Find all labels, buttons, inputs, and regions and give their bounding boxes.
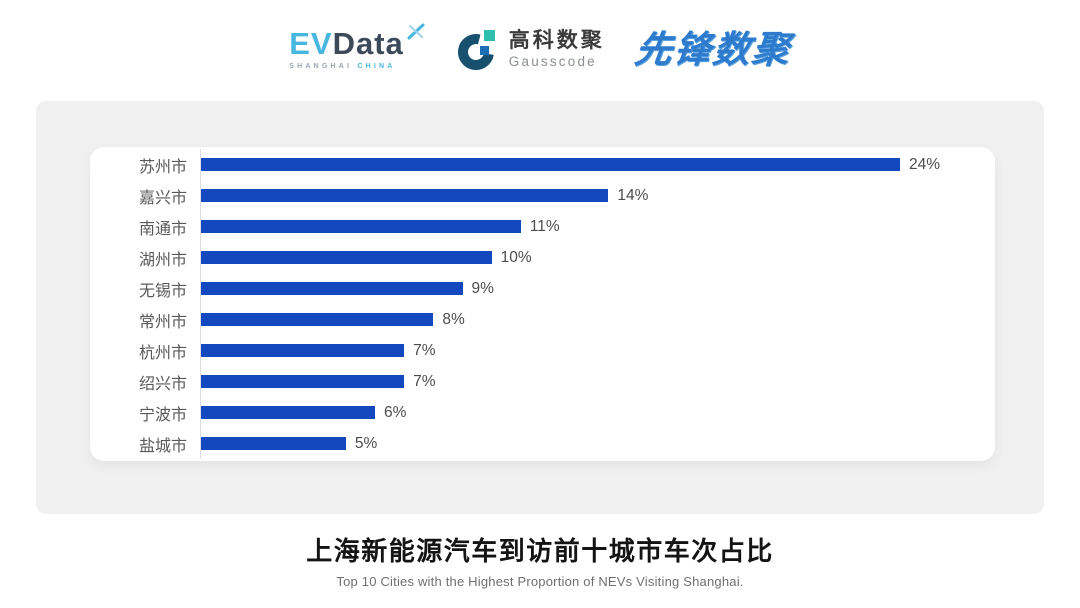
value-label: 6% bbox=[384, 403, 407, 421]
evdata-sub-right: CHINA bbox=[357, 63, 396, 70]
bar bbox=[200, 375, 405, 388]
category-label: 湖州市 bbox=[138, 251, 187, 269]
evdata-data-text: Data bbox=[332, 26, 404, 61]
chart-title: 上海新能源汽车到访前十城市车次占比 bbox=[306, 536, 774, 566]
bar bbox=[200, 437, 346, 450]
category-label: 杭州市 bbox=[138, 344, 187, 362]
value-label: 9% bbox=[471, 279, 494, 297]
chart-row: 常州市 8% bbox=[90, 304, 995, 335]
bar bbox=[200, 313, 434, 326]
category-label: 嘉兴市 bbox=[138, 189, 187, 207]
chart-title-block: 上海新能源汽车到访前十城市车次占比 Top 10 Cities with the… bbox=[0, 531, 1080, 589]
value-label: 10% bbox=[500, 248, 532, 266]
chart-row: 南通市 11% bbox=[90, 211, 995, 242]
category-label: 盐城市 bbox=[138, 437, 187, 455]
chart-row: 绍兴市 7% bbox=[90, 366, 995, 397]
chart-row: 宁波市 6% bbox=[90, 397, 995, 428]
logo-header: EV Data SHANGHAI CHINA 高科数聚 Gausscode bbox=[0, 16, 1080, 82]
evdata-x-icon bbox=[407, 23, 425, 40]
y-axis-line bbox=[200, 149, 201, 459]
value-label: 24% bbox=[909, 155, 941, 173]
value-label: 11% bbox=[529, 217, 560, 235]
gausscode-en-text: Gausscode bbox=[508, 53, 597, 69]
bar bbox=[200, 158, 900, 171]
chart-row: 嘉兴市 14% bbox=[90, 180, 995, 211]
gausscode-g-icon bbox=[457, 30, 495, 70]
bar bbox=[200, 282, 463, 295]
category-label: 苏州市 bbox=[138, 158, 187, 176]
bar bbox=[200, 344, 405, 357]
value-label: 7% bbox=[413, 372, 436, 390]
value-label: 14% bbox=[617, 186, 649, 204]
evdata-logo: EV Data SHANGHAI CHINA bbox=[289, 23, 426, 70]
category-label: 宁波市 bbox=[138, 406, 187, 424]
gausscode-logo: 高科数聚 Gausscode bbox=[456, 27, 605, 71]
chart-row: 盐城市 5% bbox=[90, 428, 995, 459]
value-label: 5% bbox=[354, 434, 378, 452]
gausscode-cn-text: 高科数聚 bbox=[508, 29, 605, 53]
chart-subtitle: Top 10 Cities with the Highest Proportio… bbox=[336, 574, 744, 589]
bar bbox=[200, 189, 609, 202]
value-label: 8% bbox=[442, 310, 465, 328]
chart-row: 苏州市 24% bbox=[90, 149, 995, 180]
chart-row: 杭州市 7% bbox=[90, 335, 995, 366]
chart-backdrop-card: 苏州市 24% 嘉兴市 14% 南通市 11% 湖州市 10% 无锡市 9% 常州市 8% 杭州市 7% 绍… bbox=[36, 101, 1044, 514]
chart-row: 湖州市 10% bbox=[90, 242, 995, 273]
category-label: 无锡市 bbox=[138, 282, 187, 300]
xianfeng-shuju-logo: 先锋数聚 bbox=[632, 28, 794, 70]
category-label: 南通市 bbox=[138, 220, 187, 238]
category-label: 常州市 bbox=[138, 313, 187, 331]
evdata-sub-left: SHANGHAI bbox=[289, 63, 353, 70]
bar bbox=[200, 220, 521, 233]
bar bbox=[200, 251, 492, 264]
chart-card: 苏州市 24% 嘉兴市 14% 南通市 11% 湖州市 10% 无锡市 9% 常州市 8% 杭州市 7% 绍… bbox=[90, 147, 995, 461]
category-label: 绍兴市 bbox=[138, 375, 187, 393]
bar-chart: 苏州市 24% 嘉兴市 14% 南通市 11% 湖州市 10% 无锡市 9% 常州市 8% 杭州市 7% 绍… bbox=[90, 149, 995, 459]
chart-row: 无锡市 9% bbox=[90, 273, 995, 304]
bar bbox=[200, 406, 375, 419]
evdata-ev-text: EV bbox=[289, 26, 333, 61]
value-label: 7% bbox=[413, 341, 436, 359]
